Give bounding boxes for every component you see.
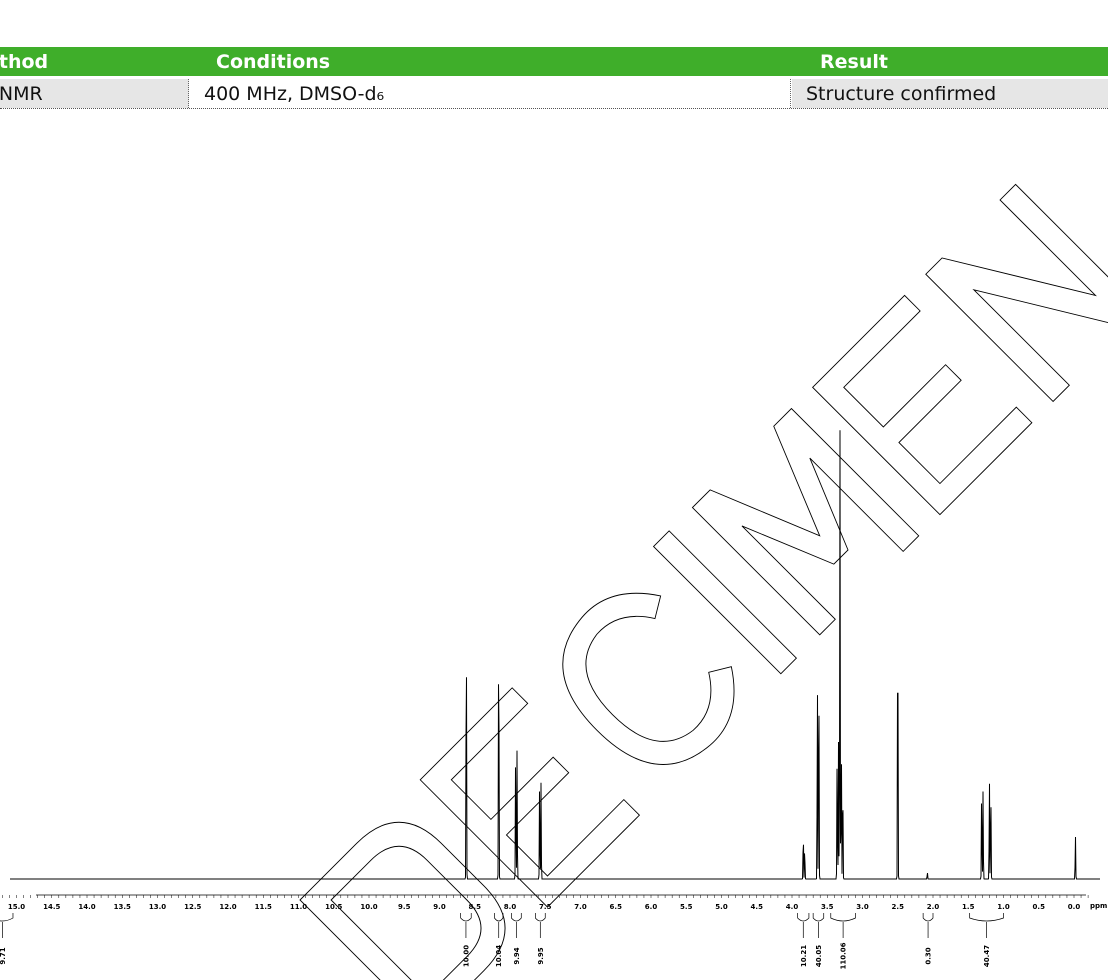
tick-label: 6.5	[610, 903, 623, 911]
cell-conditions: 400 MHz, DMSO-d₆	[190, 79, 791, 108]
tick-label: 3.0	[856, 903, 869, 911]
tick-label: 6.0	[645, 903, 658, 911]
tick-label: 12.0	[219, 903, 236, 911]
tick-label: 7.0	[574, 903, 587, 911]
header-conditions: Conditions	[216, 51, 331, 73]
tick-label: 9.5	[398, 903, 411, 911]
tick-label: 2.5	[892, 903, 905, 911]
tick-label: 0.5	[1033, 903, 1046, 911]
header-result: Result	[820, 51, 888, 73]
integral-regions: 9.71 10.00 10.04 9.94 9.95 10.21 40.05 110.06 0.…	[0, 913, 1004, 970]
ppm-axis: 15.515.014.514.013.513.012.512.011.511.0…	[2, 894, 1089, 911]
integral-bracket	[535, 913, 546, 938]
cell-result: Structure confirmed	[792, 79, 1108, 108]
tick-label: 9.0	[433, 903, 446, 911]
tick-label: 0.0	[1068, 903, 1081, 911]
tick-label: 2.0	[927, 903, 940, 911]
integral-value: 9.71	[0, 947, 7, 964]
tick-label: 15.0	[8, 903, 25, 911]
integral-bracket	[494, 913, 504, 938]
tick-label: 5.0	[715, 903, 728, 911]
tick-label: 3.5	[821, 903, 834, 911]
tick-label: 4.0	[786, 903, 799, 911]
integral-value: 10.04	[495, 945, 503, 967]
tick-label: 14.0	[78, 903, 95, 911]
integral-bracket	[797, 913, 810, 938]
integral-value: 9.94	[513, 947, 521, 964]
integral-value: 0.30	[925, 947, 933, 964]
tick-label: 12.5	[184, 903, 201, 911]
integral-bracket	[511, 913, 522, 938]
tick-label: 13.5	[114, 903, 131, 911]
tick-label: 11.5	[255, 903, 272, 911]
tick-label: 14.5	[43, 903, 60, 911]
integral-bracket	[922, 913, 934, 938]
header-method: ethod	[0, 51, 49, 73]
results-table-header: ethod Conditions Result	[0, 47, 1108, 76]
x-axis-label: ppm	[1090, 902, 1107, 910]
specimen-watermark	[299, 183, 1108, 980]
cell-method: -NMR	[0, 79, 189, 108]
integral-value: 10.00	[462, 945, 470, 967]
tick-label: 4.5	[751, 903, 764, 911]
integral-bracket	[830, 913, 856, 938]
integral-bracket	[812, 913, 825, 938]
integral-value: 9.95	[537, 947, 545, 964]
tick-label: 10.5	[325, 903, 342, 911]
integral-bracket	[460, 913, 472, 938]
row-divider	[0, 108, 1108, 109]
integral-bracket	[0, 913, 14, 938]
tick-label: 11.0	[290, 903, 307, 911]
tick-label: 10.0	[360, 903, 377, 911]
tick-label: 5.5	[680, 903, 693, 911]
integral-value: 40.05	[815, 945, 823, 967]
tick-label: 7.5	[539, 903, 552, 911]
tick-label: 8.5	[469, 903, 482, 911]
tick-label: 8.0	[504, 903, 517, 911]
tick-label: 13.0	[149, 903, 166, 911]
integral-value: 110.06	[840, 942, 848, 969]
tick-label: 1.0	[997, 903, 1010, 911]
spectrum-trace	[10, 430, 1100, 880]
integral-bracket	[969, 913, 1004, 938]
results-table-row: -NMR 400 MHz, DMSO-d₆ Structure confirme…	[0, 76, 1108, 114]
integral-value: 40.47	[983, 945, 991, 967]
integral-value: 10.21	[800, 945, 808, 967]
tick-label: 1.5	[962, 903, 975, 911]
